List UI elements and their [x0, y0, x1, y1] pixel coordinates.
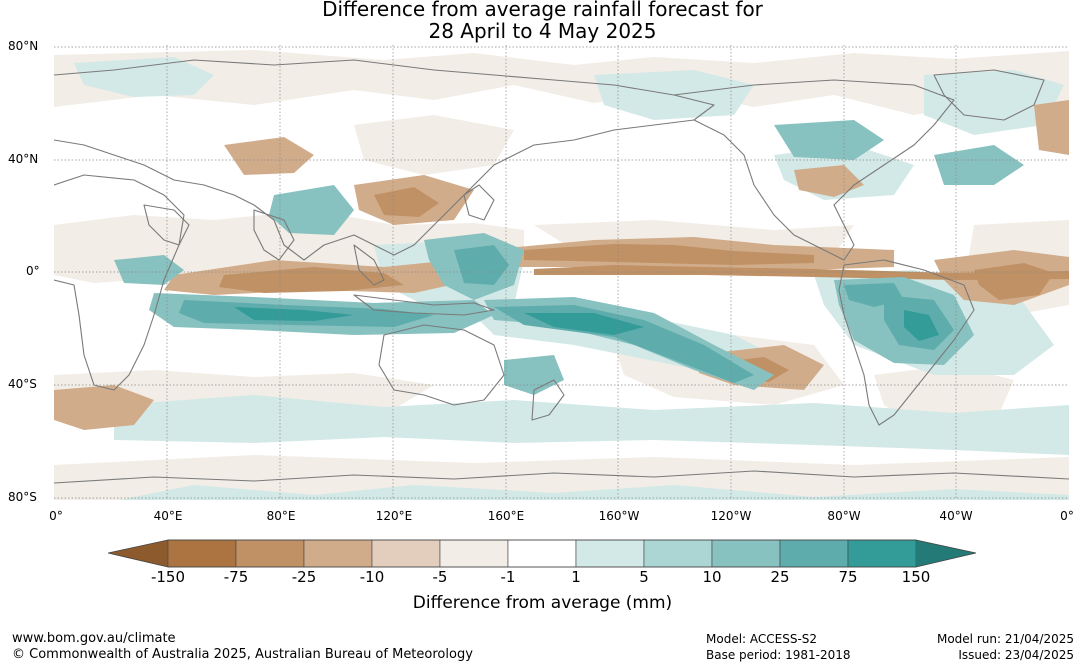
colorbar-tick-label: -10	[359, 568, 385, 586]
coastline-india	[253, 209, 295, 261]
coastline-new-zealand	[531, 379, 565, 421]
coastline-south-america	[838, 259, 975, 426]
colorbar-bin-9	[711, 539, 781, 568]
colorbar-tick-label: 25	[770, 568, 790, 586]
lon-label-160w: 160°W	[598, 509, 640, 523]
coastline-north-america	[673, 79, 955, 261]
footer-issued: Issued: 23/04/2025	[958, 648, 1074, 662]
colorbar-tick-label: 10	[702, 568, 722, 586]
colorbar-bin-11	[847, 539, 917, 568]
lat-label-40s: 40°S	[8, 377, 37, 391]
coastline-antarctica	[54, 470, 1069, 484]
coastline-greenland	[933, 69, 1045, 121]
anomaly-wet-extreme	[234, 307, 939, 341]
colorbar-bin-4	[371, 539, 441, 568]
lon-label-40w: 40°W	[939, 509, 973, 523]
coastline-southeast-asia	[353, 244, 385, 286]
colorbar-bin-6	[507, 539, 577, 568]
lat-label-80n: 80°N	[8, 39, 39, 53]
colorbar-tick-label: 150	[901, 568, 931, 586]
colorbar-tick-label: -25	[291, 568, 317, 586]
lat-label-40n: 40°N	[8, 152, 39, 166]
coastline-indonesia	[353, 294, 495, 316]
colorbar-bin-7	[575, 539, 645, 568]
lon-label-120e: 120°E	[375, 509, 413, 523]
lat-label-80s: 80°S	[8, 490, 37, 504]
footer-base-period: Base period: 1981-2018	[706, 648, 851, 662]
footer-model: Model: ACCESS-S2	[706, 632, 818, 646]
coastline-arabia	[143, 204, 190, 246]
colorbar-bin-5	[439, 539, 509, 568]
lon-label-80e: 80°E	[266, 509, 296, 523]
coastline-japan	[463, 184, 495, 221]
colorbar	[107, 538, 980, 570]
graticule	[54, 45, 1069, 500]
colorbar-tick-label: -150	[150, 568, 186, 586]
footer-copyright: © Commonwealth of Australia 2025, Austra…	[12, 647, 473, 662]
colorbar-tick-label: 5	[639, 568, 649, 586]
lon-label-40e: 40°E	[153, 509, 183, 523]
colorbar-bin-10	[779, 539, 849, 568]
lon-label-0-right: 0°	[1060, 509, 1074, 523]
footer-model-run: Model run: 21/04/2025	[936, 632, 1074, 646]
chart-title-line-1: Difference from average rainfall forecas…	[322, 0, 763, 21]
anomaly-dry-strong	[219, 187, 1069, 382]
coastline-africa	[54, 174, 185, 391]
lon-label-120w: 120°W	[710, 509, 752, 523]
colorbar-tick-label: -1	[500, 568, 516, 586]
colorbar-title: Difference from average (mm)	[412, 593, 673, 613]
chart-title-line-2: 28 April to 4 May 2025	[428, 19, 657, 43]
colorbar-bin-3	[303, 539, 373, 568]
lon-label-160e: 160°E	[487, 509, 525, 523]
colorbar-tick-label: -5	[432, 568, 448, 586]
colorbar-bin-2	[235, 539, 305, 568]
colorbar-above-max	[916, 540, 976, 567]
lat-label-equator: 0°	[26, 264, 40, 278]
colorbar-bin-1	[167, 539, 237, 568]
lon-label-80w: 80°W	[827, 509, 861, 523]
colorbar-below-min	[108, 540, 168, 567]
colorbar-tick-label: 75	[838, 568, 858, 586]
rainfall-anomaly-map	[54, 45, 1069, 500]
coastline-australia	[378, 324, 505, 406]
lon-label-0-left: 0°	[49, 509, 63, 523]
colorbar-tick-label: -75	[223, 568, 249, 586]
colorbar-bin-8	[643, 539, 713, 568]
coastlines	[54, 59, 1069, 484]
footer-website-link[interactable]: www.bom.gov.au/climate	[12, 631, 176, 646]
colorbar-tick-label: 1	[571, 568, 581, 586]
